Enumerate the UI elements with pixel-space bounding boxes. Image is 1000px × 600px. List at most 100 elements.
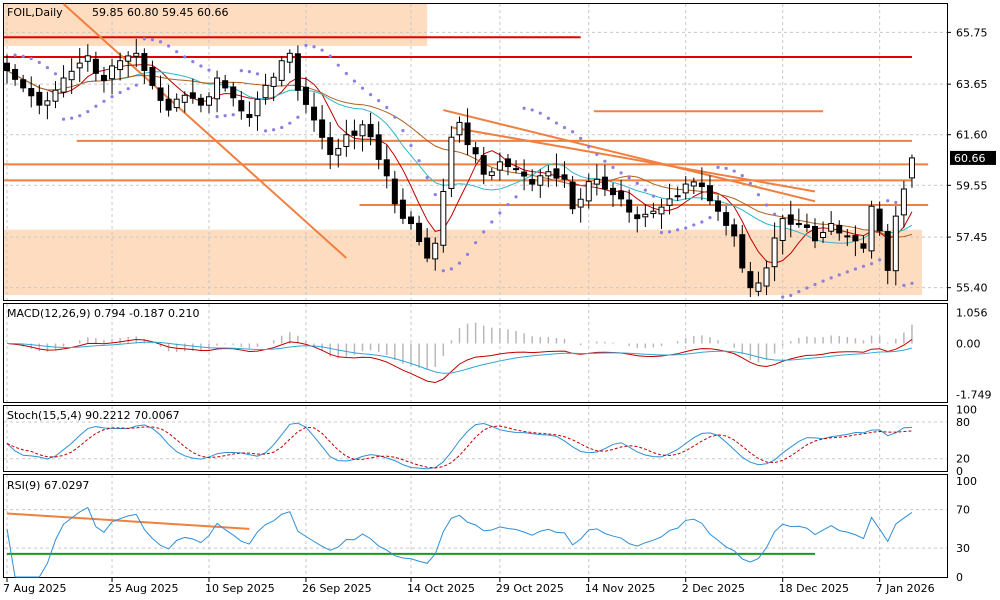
candle-body-63 — [513, 168, 520, 171]
candle-body-44 — [359, 124, 366, 137]
candle-body-10 — [84, 55, 91, 62]
psar-dot-83 — [676, 228, 680, 232]
candle-body-92 — [747, 271, 754, 289]
parabolic-sar — [13, 37, 914, 299]
price-tick-label-5: 55.40 — [956, 282, 988, 295]
candle-body-107 — [868, 205, 875, 252]
candle-body-40 — [327, 137, 334, 155]
candle-20 — [165, 84, 172, 117]
candle-body-23 — [189, 92, 196, 99]
psar-dot-75 — [611, 165, 615, 169]
candle-19 — [157, 75, 164, 113]
candle-62 — [504, 153, 511, 176]
candle-body-16 — [133, 52, 140, 57]
psar-dot-103 — [837, 273, 841, 277]
candle-66 — [537, 169, 544, 198]
candle-18 — [149, 60, 156, 90]
candle-46 — [375, 121, 382, 170]
candle-body-52 — [424, 237, 431, 259]
psar-dot-90 — [732, 169, 736, 173]
candle-body-112 — [908, 157, 915, 179]
psar-dot-5 — [45, 65, 50, 70]
psar-dot-69 — [562, 125, 567, 130]
macd-label: MACD(12,26,9) 0.794 -0.187 0.210 — [7, 307, 199, 320]
psar-dot-67 — [546, 116, 550, 120]
candle-body-49 — [399, 199, 406, 219]
psar-dot-50 — [409, 143, 413, 148]
candle-body-103 — [836, 224, 843, 234]
candle-81 — [658, 198, 665, 229]
rsi-tick-label-3: 0 — [956, 571, 963, 584]
psar-dot-79 — [643, 188, 647, 192]
candle-body-80 — [650, 210, 657, 215]
macd-signal-line — [6, 341, 913, 374]
candle-44 — [359, 120, 366, 152]
psar-dot-111 — [902, 283, 906, 287]
candle-body-6 — [52, 89, 59, 102]
candle-body-100 — [812, 225, 818, 242]
psar-dot-102 — [829, 276, 833, 280]
candle-35 — [286, 49, 293, 74]
psar-dot-98 — [797, 289, 801, 294]
candle-95 — [771, 222, 778, 282]
price-tick-label-1: 63.65 — [956, 78, 988, 91]
candle-body-79 — [642, 213, 649, 218]
candle-body-85 — [690, 181, 697, 187]
candle-34 — [278, 56, 285, 87]
psar-dot-106 — [861, 264, 866, 268]
candle-3 — [28, 76, 35, 108]
candle-90 — [731, 218, 738, 247]
candle-98 — [795, 208, 802, 228]
date-label-3: 26 Sep 2025 — [302, 582, 372, 595]
psar-dot-33 — [272, 128, 276, 132]
candle-64 — [521, 159, 528, 191]
candle-body-15 — [125, 55, 132, 62]
candle-11 — [92, 51, 99, 82]
candle-body-31 — [254, 98, 261, 117]
candle-40 — [327, 122, 334, 170]
candle-85 — [690, 177, 697, 195]
psar-dot-93 — [756, 193, 761, 197]
stoch-panel-frame — [3, 405, 948, 472]
candle-57 — [464, 108, 471, 156]
candle-72 — [585, 173, 592, 209]
psar-dot-95 — [773, 212, 777, 216]
candle-10 — [84, 44, 91, 72]
candle-body-88 — [715, 200, 722, 212]
candle-body-106 — [860, 243, 867, 249]
candle-48 — [391, 170, 398, 214]
psar-dot-31 — [255, 72, 260, 76]
price-zones — [4, 4, 922, 296]
trendline-2 — [451, 126, 816, 193]
candle-103 — [836, 220, 843, 241]
psar-dot-86 — [700, 220, 704, 224]
candle-body-71 — [577, 198, 584, 208]
candle-17 — [141, 48, 148, 84]
psar-dot-20 — [167, 44, 171, 48]
psar-dot-15 — [126, 87, 130, 91]
candle-body-94 — [763, 267, 770, 287]
psar-dot-84 — [684, 226, 688, 230]
candle-body-54 — [440, 190, 447, 246]
rsi-label: RSI(9) 67.0297 — [7, 479, 89, 492]
candle-body-9 — [76, 62, 83, 69]
psar-dot-28 — [231, 113, 235, 117]
candle-99 — [803, 213, 810, 232]
candle-105 — [852, 225, 859, 257]
trendline-0 — [62, 3, 348, 259]
candle-50 — [408, 211, 414, 230]
psar-dot-7 — [61, 117, 66, 121]
candle-87 — [706, 175, 713, 206]
horizontal-levels — [4, 36, 929, 207]
candle-58 — [472, 141, 479, 164]
candle-body-111 — [900, 188, 907, 216]
candle-body-76 — [618, 190, 625, 200]
psar-dot-70 — [571, 130, 575, 134]
candle-body-84 — [682, 183, 689, 194]
psar-dot-99 — [805, 286, 809, 290]
date-label-9: 7 Jan 2026 — [876, 582, 935, 595]
candle-body-29 — [238, 100, 245, 112]
psar-dot-89 — [724, 166, 728, 170]
candle-body-33 — [270, 76, 277, 87]
